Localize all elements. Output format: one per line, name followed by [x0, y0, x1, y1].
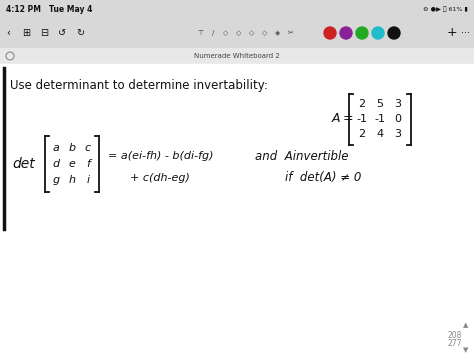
Text: 3: 3: [394, 99, 401, 109]
Text: -1: -1: [356, 114, 367, 124]
Text: a: a: [53, 143, 59, 153]
Text: ▲: ▲: [463, 322, 469, 328]
Bar: [0, 64, 474, 355]
Text: $A=$: $A=$: [331, 113, 354, 126]
Text: det: det: [12, 157, 35, 171]
Text: 277: 277: [447, 339, 462, 348]
Text: /: /: [212, 30, 214, 36]
Text: ↺: ↺: [58, 28, 66, 38]
Text: Use determinant to determine invertability:: Use determinant to determine invertabili…: [10, 80, 268, 93]
Text: ‹: ‹: [6, 28, 10, 38]
Circle shape: [324, 27, 336, 39]
Text: d: d: [53, 159, 60, 169]
Text: b: b: [68, 143, 75, 153]
Text: 2: 2: [358, 99, 365, 109]
Text: Numerade Whiteboard 2: Numerade Whiteboard 2: [194, 53, 280, 59]
Text: h: h: [69, 175, 75, 185]
Text: 0: 0: [394, 114, 401, 124]
Text: i: i: [86, 175, 90, 185]
Text: +: +: [447, 27, 457, 39]
Text: + c(dh-eg): + c(dh-eg): [130, 173, 190, 183]
Text: e: e: [69, 159, 75, 169]
Text: 3: 3: [394, 129, 401, 139]
Text: g: g: [53, 175, 60, 185]
Text: ⊟: ⊟: [40, 28, 48, 38]
Circle shape: [372, 27, 384, 39]
Text: ✂: ✂: [288, 30, 294, 36]
Text: = a(ei-fh) - b(di-fg): = a(ei-fh) - b(di-fg): [108, 151, 213, 161]
Text: 5: 5: [376, 99, 383, 109]
Text: ▼: ▼: [463, 347, 469, 353]
Text: ◇: ◇: [223, 30, 228, 36]
Text: if  det(A) ≠ 0: if det(A) ≠ 0: [285, 171, 361, 185]
Circle shape: [340, 27, 352, 39]
Bar: [0, 0, 474, 18]
Text: ◇: ◇: [237, 30, 242, 36]
Text: ⊞: ⊞: [22, 28, 30, 38]
Text: f: f: [86, 159, 90, 169]
Bar: [0, 48, 474, 64]
Text: 4: 4: [376, 129, 383, 139]
Text: 4:12 PM   Tue May 4: 4:12 PM Tue May 4: [6, 5, 92, 13]
Text: 208: 208: [447, 331, 462, 339]
Text: ↻: ↻: [76, 28, 84, 38]
Text: ◇: ◇: [262, 30, 268, 36]
Text: 2: 2: [358, 129, 365, 139]
Circle shape: [388, 27, 400, 39]
Text: -1: -1: [374, 114, 385, 124]
Text: and  Ainvertible: and Ainvertible: [255, 149, 348, 163]
Text: c: c: [85, 143, 91, 153]
Text: ◈: ◈: [275, 30, 281, 36]
Text: ⊤: ⊤: [197, 30, 203, 36]
Bar: [0, 18, 474, 48]
Circle shape: [356, 27, 368, 39]
Text: ···: ···: [462, 28, 471, 38]
Text: ◇: ◇: [249, 30, 255, 36]
Text: ⚙ ●▶ ⓘ 61% ▮: ⚙ ●▶ ⓘ 61% ▮: [423, 6, 468, 12]
